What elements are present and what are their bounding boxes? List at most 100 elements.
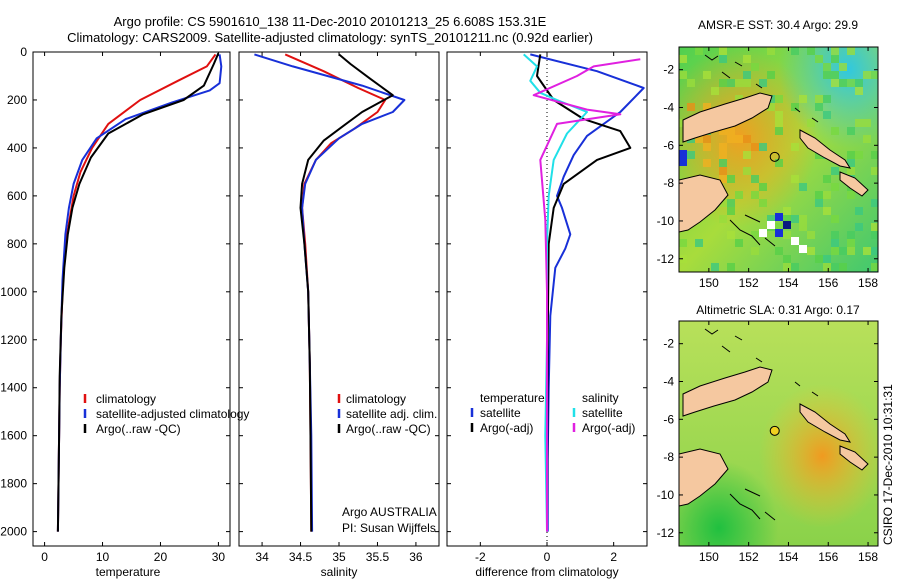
sst-pixel: [727, 135, 735, 143]
legend-label-sal-argo: Argo(-adj): [582, 421, 635, 435]
lat-tick-label: -8: [663, 176, 674, 190]
difference-series: [523, 53, 645, 532]
y-tick-label: 1000: [0, 285, 27, 299]
sst-pixel: [751, 63, 759, 71]
figure-title-line1: Argo profile: CS 5901610_138 11-Dec-2010…: [113, 14, 547, 29]
sst-pixel: [783, 255, 791, 263]
sst-pixel: [871, 223, 878, 231]
sst-pixel: [831, 215, 839, 223]
sst-pixel: [719, 175, 727, 183]
sst-pixel: [815, 55, 823, 63]
sst-argo-location-marker: [769, 151, 780, 162]
sla-map-panel: Altimetric SLA: 0.31 Argo: 0.17 -2 -4 -6 -8…: [657, 303, 879, 564]
lat-tick-label: -10: [657, 214, 675, 228]
series-line-climatology: [56, 53, 217, 532]
sst-pixel: [687, 151, 695, 159]
difference-legend: temperature salinity satellite Argo(-adj…: [470, 391, 635, 435]
sst-pixel: [807, 47, 815, 55]
pi-annotation: PI: Susan Wijffels: [342, 521, 436, 535]
sst-pixel: [767, 103, 775, 111]
lat-tick-label: -10: [657, 488, 675, 502]
y-tick-label: 200: [7, 93, 27, 107]
sst-y-ticks: -2 -4 -6 -8 -10 -12: [657, 63, 878, 266]
sst-pixel: [791, 103, 799, 111]
y-tick-label: 1200: [0, 333, 27, 347]
land-southwest: [679, 174, 729, 233]
sst-pixel: [703, 103, 711, 111]
salinity-axes: [238, 51, 440, 547]
sst-pixel: [727, 263, 735, 271]
sla-y-ticks: -2 -4 -6 -8 -10 -12: [657, 337, 878, 540]
sst-pixel: [735, 79, 743, 87]
sst-pixel: [871, 151, 878, 159]
argo-program-annotation: Argo AUSTRALIA: [342, 505, 437, 519]
sst-pixel: [775, 119, 783, 127]
sst-pixel: [823, 111, 831, 119]
sst-pixel: [815, 191, 823, 199]
reef-outlines: [729, 214, 776, 247]
sst-pixel: [775, 247, 783, 255]
sst-pixel: [735, 135, 743, 143]
sst-pixel: [791, 263, 799, 271]
sla-map-frame: [678, 320, 879, 547]
lon-tick-label: 156: [818, 276, 838, 290]
sst-pixel: [783, 231, 791, 239]
y-tick-label: 400: [7, 141, 27, 155]
sst-pixel: [751, 231, 759, 239]
temperature-x-label: temperature: [96, 565, 161, 579]
sst-pixel: [719, 199, 727, 207]
legend-label-argo: Argo(..raw -QC): [96, 422, 181, 436]
sst-pixel: [783, 207, 791, 215]
lon-tick-label: 152: [739, 276, 759, 290]
sst-pixel: [871, 263, 878, 271]
sst-outlier-pixel: [799, 245, 807, 253]
sst-pixel: [735, 95, 743, 103]
sst-pixel: [831, 263, 839, 271]
temperature-legend: climatology satellite-adjusted climatolo…: [83, 392, 249, 436]
sst-outlier-pixel: [775, 213, 783, 221]
sla-map-field: [679, 321, 878, 546]
sst-pixel: [823, 175, 831, 183]
sla-argo-location-marker: [769, 425, 780, 436]
sst-pixel: [727, 231, 735, 239]
sst-pixel: [855, 207, 863, 215]
sst-pixel: [839, 263, 847, 271]
series-line-satellite-adj-clim-: [254, 53, 406, 532]
legend-label-climatology: climatology: [96, 392, 156, 406]
sst-pixel: [743, 71, 751, 79]
x-tick-label: 35.5: [366, 550, 390, 564]
lon-tick-label: 150: [699, 276, 719, 290]
x-tick-label: 34.5: [289, 550, 313, 564]
sst-map-title: AMSR-E SST: 30.4 Argo: 29.9: [698, 18, 858, 32]
lon-tick-label: 158: [858, 550, 878, 564]
legend-label-climatology: climatology: [346, 392, 406, 406]
sst-pixel: [831, 183, 839, 191]
sst-pixel: [719, 159, 727, 167]
sst-pixel: [743, 55, 751, 63]
new-guinea-land: [682, 366, 773, 417]
temperature-panel: 0 200 400 600 800 1000 1200 1400 1600 1800 2000 0 1…: [0, 45, 249, 579]
sst-pixel: [711, 87, 719, 95]
sst-pixel: [735, 239, 743, 247]
sst-pixel: [839, 247, 847, 255]
sst-pixel: [823, 263, 831, 271]
sst-pixel: [751, 143, 759, 151]
sst-pixel: [783, 263, 791, 271]
lat-tick-label: -4: [663, 375, 674, 389]
lat-tick-label: -12: [657, 252, 675, 266]
salinity-legend: climatology satellite adj. clim. Argo(..…: [337, 392, 437, 535]
sst-pixel: [831, 247, 839, 255]
sla-coastline: [679, 328, 869, 521]
legend-label-argo: Argo(..raw -QC): [346, 422, 431, 436]
sst-pixel: [719, 47, 727, 55]
sst-pixel: [775, 223, 783, 231]
sst-pixel: [719, 215, 727, 223]
sst-pixel: [839, 79, 847, 87]
x-tick-label: 34: [255, 550, 269, 564]
sst-pixel: [751, 175, 759, 183]
sst-pixel: [719, 151, 727, 159]
sst-outlier-pixel: [679, 150, 687, 158]
lat-tick-label: -2: [663, 63, 674, 77]
sst-pixel: [847, 79, 855, 87]
